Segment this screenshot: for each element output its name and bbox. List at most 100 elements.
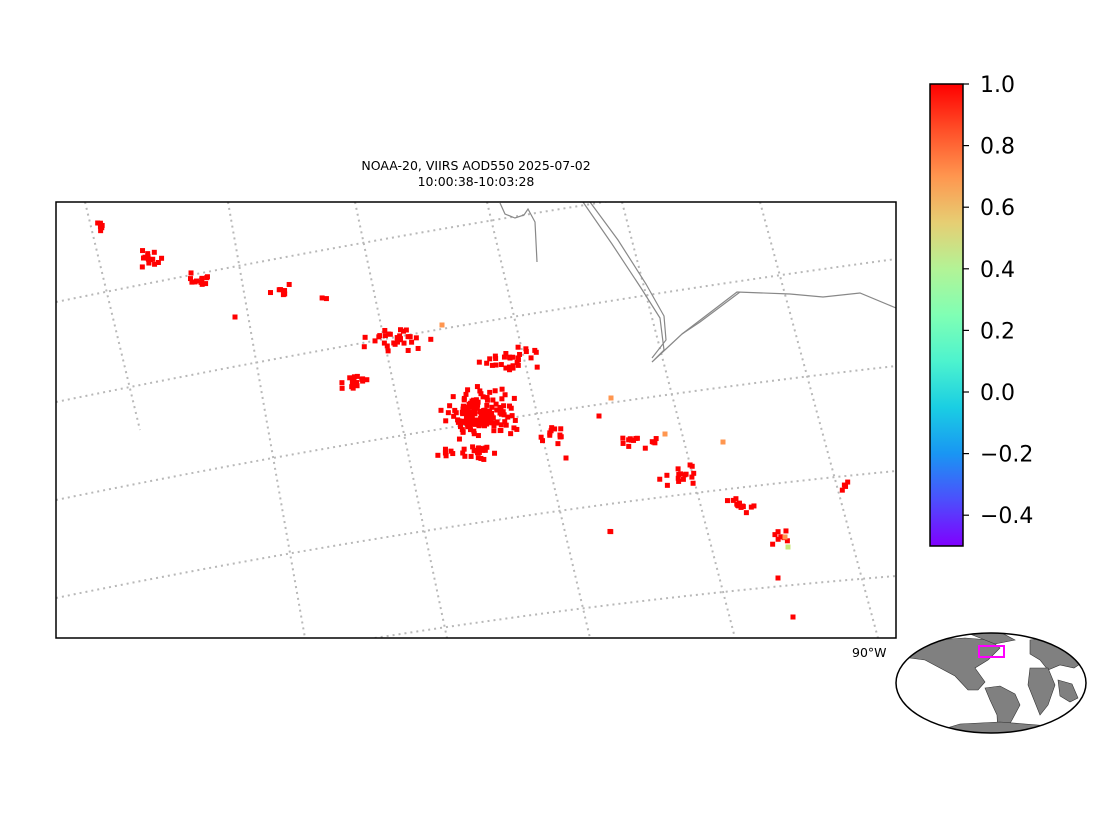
aod-point bbox=[286, 281, 292, 287]
aod-point bbox=[474, 405, 480, 411]
colorbar: 1.0 0.8 0.6 0.4 0.2 0.0 −0.2 −0.4 bbox=[929, 73, 1033, 547]
aod-point bbox=[463, 391, 469, 397]
aod-point bbox=[354, 373, 360, 379]
aod-point bbox=[475, 433, 481, 439]
aod-point bbox=[460, 411, 466, 417]
aod-point bbox=[676, 471, 682, 477]
aod-point bbox=[498, 411, 504, 417]
inset-region-box bbox=[978, 645, 1005, 658]
aod-point bbox=[502, 419, 508, 425]
colorbar-tick-label: −0.2 bbox=[980, 443, 1033, 468]
aod-point bbox=[484, 360, 490, 366]
map-frame bbox=[55, 201, 897, 639]
aod-point bbox=[460, 404, 466, 410]
aod-point bbox=[232, 314, 238, 320]
aod-point bbox=[474, 417, 480, 423]
aod-point bbox=[476, 421, 482, 427]
aod-point bbox=[724, 498, 730, 504]
aod-point bbox=[145, 251, 151, 257]
aod-point bbox=[95, 220, 101, 226]
aod-point bbox=[772, 532, 778, 538]
aod-point-orange bbox=[608, 395, 614, 401]
aod-point bbox=[484, 397, 490, 403]
aod-point bbox=[493, 355, 499, 361]
aod-point bbox=[472, 411, 478, 417]
aod-point bbox=[398, 327, 404, 333]
map-title-line2: 10:00:38-10:03:28 bbox=[417, 174, 535, 189]
aod-point bbox=[155, 259, 161, 265]
aod-point bbox=[282, 288, 288, 294]
aod-point bbox=[498, 362, 504, 368]
aod-point bbox=[460, 407, 466, 413]
aod-point bbox=[517, 351, 523, 357]
aod-point bbox=[483, 411, 489, 417]
aod-point bbox=[736, 503, 742, 509]
aod-point bbox=[487, 356, 493, 362]
aod-point bbox=[470, 444, 476, 450]
aod-point bbox=[484, 395, 490, 401]
aod-point bbox=[505, 414, 511, 420]
aod-point bbox=[456, 418, 462, 424]
aod-point bbox=[198, 279, 204, 285]
aod-point bbox=[775, 536, 781, 542]
aod-point bbox=[471, 448, 477, 454]
aod-point bbox=[503, 422, 509, 428]
aod-point bbox=[382, 327, 388, 333]
aod-point bbox=[278, 287, 284, 293]
aod-point bbox=[151, 249, 157, 255]
map-title-line1: NOAA-20, VIIRS AOD550 2025-07-02 bbox=[361, 158, 591, 173]
aod-point bbox=[467, 416, 473, 422]
aod-point bbox=[514, 359, 520, 365]
aod-point bbox=[203, 281, 209, 287]
aod-point bbox=[501, 403, 507, 409]
aod-point bbox=[450, 394, 456, 400]
aod-point bbox=[534, 364, 540, 370]
aod-point bbox=[839, 487, 845, 493]
aod-point bbox=[463, 408, 469, 414]
aod-point bbox=[475, 455, 481, 461]
aod-point bbox=[460, 419, 466, 425]
aod-point bbox=[557, 434, 563, 440]
aod-point bbox=[533, 349, 539, 355]
aod-point bbox=[506, 364, 512, 370]
aod-point bbox=[447, 403, 453, 409]
aod-point bbox=[460, 429, 466, 435]
aod-point bbox=[770, 541, 776, 547]
aod-point bbox=[476, 445, 482, 451]
aod-point bbox=[473, 397, 479, 403]
aod-point bbox=[450, 451, 456, 457]
aod-point bbox=[689, 474, 695, 480]
aod-point bbox=[548, 428, 554, 434]
colorbar-tick-label: −0.4 bbox=[980, 504, 1033, 529]
aod-point bbox=[376, 334, 382, 340]
aod-point bbox=[490, 397, 496, 403]
aod-point bbox=[664, 472, 670, 478]
aod-point bbox=[478, 410, 484, 416]
aod-point bbox=[323, 296, 329, 302]
aod-point bbox=[385, 348, 391, 354]
aod-point bbox=[493, 401, 499, 407]
aod-point bbox=[453, 410, 459, 416]
aod-point bbox=[267, 290, 273, 296]
aod-point bbox=[146, 260, 152, 266]
aod-point bbox=[467, 427, 473, 433]
aod-point bbox=[362, 334, 368, 340]
aod-point bbox=[401, 328, 407, 334]
aod-point bbox=[628, 437, 634, 443]
graticule bbox=[56, 202, 896, 638]
aod-point bbox=[775, 529, 781, 535]
aod-point bbox=[790, 614, 796, 620]
aod-point bbox=[494, 419, 500, 425]
aod-point bbox=[528, 355, 534, 361]
aod-point-orange bbox=[439, 322, 445, 328]
aod-point bbox=[189, 279, 195, 285]
aod-point bbox=[382, 333, 388, 339]
aod-point bbox=[538, 434, 544, 440]
aod-point bbox=[512, 417, 518, 423]
aod-point bbox=[515, 355, 521, 361]
aod-point bbox=[498, 427, 504, 433]
aod-point bbox=[515, 362, 521, 368]
aod-point bbox=[468, 409, 474, 415]
aod-point bbox=[626, 443, 632, 449]
colorbar-tick-label: 0.2 bbox=[980, 319, 1015, 344]
